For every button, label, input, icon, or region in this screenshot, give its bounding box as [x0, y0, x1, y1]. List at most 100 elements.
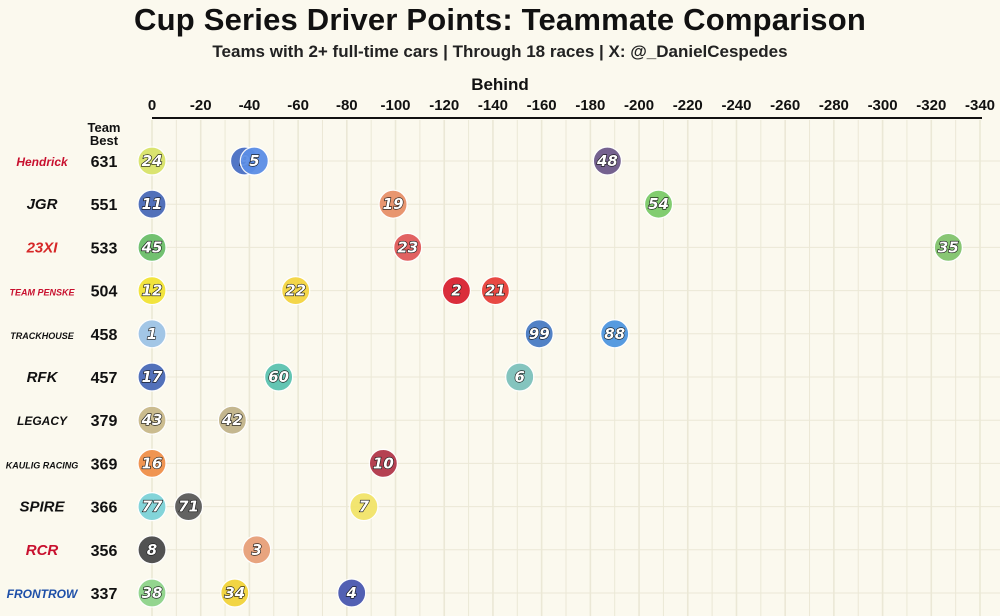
team-logo: FRONTROW [7, 587, 79, 601]
driver-point: 60 [264, 362, 294, 392]
x-tick-label: -140 [478, 97, 508, 114]
driver-marker [137, 276, 167, 306]
team-row: 23XI 533 45 23 35 [26, 232, 963, 262]
car-number-label: 7 [359, 498, 370, 516]
driver-point: 11 [137, 189, 167, 219]
team-best-value: 551 [91, 197, 118, 214]
team-logo: SPIRE [19, 499, 65, 516]
x-tick-label: -80 [336, 97, 358, 114]
driver-marker [524, 319, 554, 349]
x-tick-label: -60 [287, 97, 309, 114]
driver-point: 7 [349, 492, 379, 522]
team-rows: Hendrick631249548JGR55111195423XI5334523… [6, 146, 963, 608]
team-best-header-line1: Team [88, 120, 121, 135]
team-best-value: 533 [91, 240, 118, 257]
driver-marker [173, 492, 204, 522]
driver-point: 4 [337, 578, 367, 608]
driver-marker [368, 448, 398, 478]
team-logo-text: KAULIG RACING [6, 460, 79, 470]
team-logo-text: TEAM PENSKE [9, 288, 75, 298]
team-best-value: 458 [91, 327, 118, 344]
x-tick-label: -40 [239, 97, 261, 114]
chart-subtitle: Teams with 2+ full-time cars | Through 1… [212, 42, 788, 61]
car-number-label: 12 [142, 282, 163, 300]
team-logo: 23XI [26, 239, 59, 256]
driver-marker [600, 319, 630, 349]
driver-marker [137, 189, 167, 219]
team-best-header-line2: Best [90, 133, 119, 148]
team-best-value: 369 [91, 456, 118, 473]
team-best-value: 366 [91, 500, 118, 517]
driver-point: 35 [933, 232, 963, 262]
driver-marker [137, 492, 167, 522]
driver-marker [137, 232, 167, 262]
driver-point: 12 [137, 276, 167, 306]
team-row: Hendrick631249548 [16, 146, 623, 176]
driver-marker [349, 492, 379, 522]
team-best-value: 504 [91, 284, 118, 301]
team-row: TRACKHOUSE 458 1 99 88 [10, 319, 630, 349]
driver-point: 24 [137, 146, 167, 176]
driver-point: 5 [239, 146, 269, 176]
x-tick-label: -160 [527, 97, 557, 114]
chart-title: Cup Series Driver Points: Teammate Compa… [134, 2, 866, 37]
team-logo-text: RCR [26, 542, 59, 559]
car-number-label: 2 [451, 282, 461, 300]
car-number-label: 21 [485, 282, 506, 300]
x-tick-label: -180 [575, 97, 605, 114]
team-best-value: 457 [91, 370, 118, 387]
driver-marker [933, 232, 963, 262]
car-number-label: 35 [938, 238, 959, 256]
team-logo-text: LEGACY [17, 414, 68, 428]
x-tick-label: -320 [916, 97, 946, 114]
driver-point: 99 [524, 319, 554, 349]
x-tick-label: 0 [148, 97, 156, 114]
team-logo-text: SPIRE [19, 499, 65, 516]
car-number-label: 99 [529, 325, 550, 343]
x-tick-label: -200 [624, 97, 654, 114]
x-axis-title: Behind [471, 75, 529, 94]
car-number-label: 10 [373, 454, 394, 472]
team-best-value: 356 [91, 543, 118, 560]
driver-point: 77 [137, 492, 167, 522]
driver-point: 16 [137, 448, 167, 478]
driver-marker [217, 405, 247, 435]
car-number-label: 60 [268, 368, 289, 386]
driver-point: 17 [137, 362, 167, 392]
team-row: KAULIG RACING 369 16 10 [6, 448, 398, 478]
car-number-label: 43 [141, 411, 163, 429]
car-number-label: 23 [397, 238, 418, 256]
team-logo: KAULIG RACING [6, 460, 79, 470]
team-logo: JGR [27, 196, 58, 213]
team-logo: Hendrick [16, 155, 69, 169]
car-number-label: 48 [596, 152, 618, 170]
driver-marker [643, 189, 674, 219]
driver-point: 38 [137, 578, 167, 608]
x-tick-label: -260 [770, 97, 800, 114]
team-best-value: 631 [91, 154, 118, 171]
driver-point: 48 [592, 146, 623, 176]
driver-point: 19 [378, 189, 408, 219]
x-tick-label: -120 [429, 97, 459, 114]
team-logo: LEGACY [17, 414, 68, 428]
team-best-value: 379 [91, 413, 118, 430]
driver-point: 10 [368, 448, 398, 478]
driver-marker [281, 276, 311, 306]
team-row: TEAM PENSKE 504 12 22 2 21 [9, 276, 510, 306]
driver-point: 71 [173, 492, 204, 522]
x-tick-labels: 0 -20 -40 -60 -80 -100 -120 -140 -160 -180 -200 -22… [148, 97, 995, 114]
driver-marker [393, 232, 423, 262]
team-logo: TEAM PENSKE [9, 288, 75, 298]
team-logo-text: JGR [27, 196, 58, 213]
car-number-label: 5 [249, 152, 259, 170]
car-number-label: 19 [383, 195, 404, 213]
x-tick-label: -300 [868, 97, 898, 114]
team-logo-text: TRACKHOUSE [10, 331, 74, 341]
driver-point: 21 [480, 276, 510, 306]
x-tick-label: -220 [673, 97, 703, 114]
driver-point: 34 [220, 578, 250, 608]
car-number-label: 3 [251, 541, 261, 559]
team-logo: RFK [27, 369, 59, 386]
driver-marker [592, 146, 623, 176]
